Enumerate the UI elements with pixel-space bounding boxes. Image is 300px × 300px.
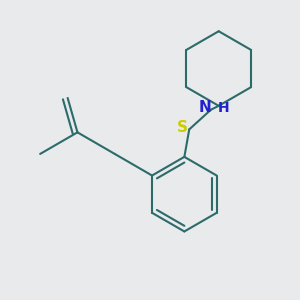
Text: N: N: [199, 100, 211, 115]
Text: S: S: [177, 120, 188, 135]
Text: H: H: [218, 101, 230, 115]
